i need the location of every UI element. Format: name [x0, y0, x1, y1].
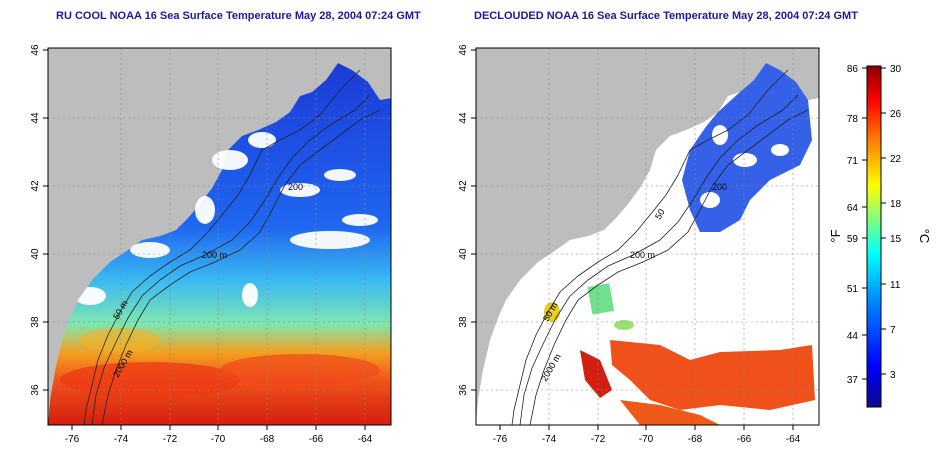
colorbar-f-tick: 44 [847, 331, 859, 342]
right-cold-region [682, 63, 812, 232]
left-map-panel: 200 200 m 50 m 2000 m [30, 44, 392, 445]
left-y-tick: 36 [30, 384, 41, 396]
right-y-tick: 44 [458, 112, 469, 124]
left-grid-lines [48, 48, 391, 425]
colorbar-c-tick: 11 [890, 280, 901, 291]
right-map-title: DECLOUDED NOAA 16 Sea Surface Temperatur… [474, 10, 858, 22]
colorbar-f-tick: 51 [847, 284, 859, 295]
temperature-colorbar: 86 78 71 64 59 51 44 37 30 26 22 18 15 1… [828, 64, 932, 408]
left-y-tick: 44 [30, 112, 41, 124]
colorbar-fahrenheit-label: °F [828, 229, 843, 242]
colorbar-c-tick: 26 [890, 109, 902, 120]
right-map-frame [475, 47, 820, 426]
left-x-tick: -74 [114, 434, 129, 445]
left-land-mass [48, 48, 391, 425]
left-contour-label-200m: 200 m [202, 250, 227, 260]
colorbar-c-tick: 7 [890, 325, 896, 336]
right-x-tick: -68 [688, 434, 703, 445]
colorbar-f-tick: 64 [847, 203, 859, 214]
right-x-tick: -74 [542, 434, 557, 445]
left-y-tick: 42 [30, 180, 41, 192]
left-y-tick: 46 [30, 44, 41, 56]
right-land-mass [476, 48, 819, 425]
right-y-tick: 42 [458, 180, 469, 192]
right-y-tick: 46 [458, 44, 469, 56]
colorbar-f-tick: 59 [847, 234, 859, 245]
left-x-tick: -72 [163, 434, 178, 445]
left-map-frame [47, 47, 392, 426]
left-bathymetry-contours [83, 69, 381, 425]
right-green-patch [587, 283, 615, 315]
right-x-tick: -72 [591, 434, 606, 445]
colorbar-f-tick: 86 [847, 64, 859, 75]
right-y-tick: 36 [458, 384, 469, 396]
colorbar-gradient [866, 65, 882, 408]
left-map-title: RU COOL NOAA 16 Sea Surface Temperature … [56, 10, 421, 22]
right-y-tick: 38 [458, 316, 469, 328]
left-x-tick: -76 [65, 434, 80, 445]
right-x-tick: -64 [786, 434, 801, 445]
colorbar-f-tick: 37 [847, 375, 859, 386]
right-y-tick: 40 [458, 248, 469, 260]
right-x-tick: -70 [639, 434, 654, 445]
colorbar-c-tick: 22 [890, 154, 902, 165]
right-bathymetry-contours [511, 69, 809, 425]
left-x-tick: -68 [260, 434, 275, 445]
left-y-tick: 40 [30, 248, 41, 260]
left-x-tick: -64 [358, 434, 373, 445]
right-map-panel: 200 50 200 m 2000 m 50 m [458, 44, 820, 445]
colorbar-celsius-label: °C [917, 229, 932, 244]
left-y-tick: 38 [30, 316, 41, 328]
colorbar-c-tick: 3 [890, 370, 896, 381]
left-x-tick: -70 [211, 434, 226, 445]
right-contour-label-200m: 200 m [630, 250, 655, 260]
right-x-tick: -76 [493, 434, 508, 445]
colorbar-f-tick: 71 [847, 156, 859, 167]
right-grid-lines [476, 48, 819, 425]
colorbar-f-tick: 78 [847, 114, 859, 125]
colorbar-c-tick: 18 [890, 199, 902, 210]
left-warm-patches [60, 328, 380, 398]
right-yellow-patch [544, 302, 560, 322]
right-contour-label-50: 50 [653, 207, 667, 221]
left-contour-label-200: 200 [288, 182, 303, 192]
colorbar-c-tick: 15 [890, 234, 902, 245]
right-contour-label-200: 200 [712, 182, 727, 192]
left-x-tick: -66 [309, 434, 324, 445]
right-green-patch-2 [614, 320, 634, 330]
colorbar-c-tick: 30 [890, 64, 902, 75]
right-x-tick: -66 [737, 434, 752, 445]
